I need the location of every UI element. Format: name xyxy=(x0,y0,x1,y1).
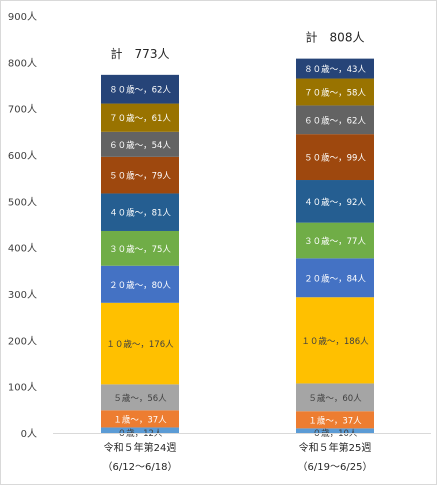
bar-segment xyxy=(296,180,374,223)
bar-segment xyxy=(296,105,374,135)
data-label: ８０歳～，62人 xyxy=(109,85,171,96)
bar-segment xyxy=(101,265,179,303)
y-tick-label: 0人 xyxy=(21,428,37,440)
data-label: １０歳～，186人 xyxy=(301,336,369,347)
data-label: ３０歳～，77人 xyxy=(304,236,366,247)
total-label: 計 808人 xyxy=(306,30,365,45)
data-label: ２０歳～，80人 xyxy=(109,280,171,291)
y-tick-label: 300人 xyxy=(8,289,37,301)
data-label: ６０歳～，54人 xyxy=(109,140,171,151)
data-label: ５歳～，56人 xyxy=(113,393,167,404)
data-label: ５０歳～，79人 xyxy=(109,171,171,182)
y-tick-label: 500人 xyxy=(8,196,37,208)
bar-segment xyxy=(296,134,374,181)
bar-segment xyxy=(101,74,179,104)
y-tick-label: 200人 xyxy=(8,335,37,347)
bar-segment xyxy=(101,193,179,231)
data-label: ４０歳～，81人 xyxy=(109,208,171,219)
bar-segment xyxy=(101,103,179,132)
bar-segment xyxy=(296,258,374,298)
bars: ０歳，12人１歳～，37人５歳～，56人１０歳～，176人２０歳～，80人３０歳… xyxy=(101,30,374,439)
bar-segment xyxy=(101,131,179,157)
y-tick-label: 600人 xyxy=(8,150,37,162)
x-category-label: 令和５年第25週 xyxy=(299,441,372,454)
bar-segment xyxy=(296,58,374,79)
y-tick-label: 800人 xyxy=(8,57,37,69)
data-label: ５歳～，60人 xyxy=(308,393,362,404)
data-label: １歳～，37人 xyxy=(113,414,167,425)
bar-segment xyxy=(101,156,179,194)
data-label: ３０歳～，75人 xyxy=(109,244,171,255)
data-label: ５０歳～，99人 xyxy=(304,153,366,164)
data-label: ６０歳～，62人 xyxy=(304,115,366,126)
y-tick-label: 700人 xyxy=(8,104,37,116)
bar-segment xyxy=(296,297,374,384)
bar-segment xyxy=(101,230,179,266)
y-axis: 0人 100人 200人 300人 400人 500人 600人 700人 800人 900人 xyxy=(8,11,37,440)
data-label: ７０歳～，61人 xyxy=(109,113,171,124)
x-axis: 令和５年第24週 （6/12～6/18） 令和５年第25週 （6/19～6/25） xyxy=(53,433,431,473)
x-category-sublabel: （6/19～6/25） xyxy=(298,461,373,473)
bar-segment xyxy=(296,383,374,412)
bar-segment xyxy=(101,427,179,433)
y-tick-label: 900人 xyxy=(8,11,37,23)
x-category-label: 令和５年第24週 xyxy=(104,441,177,454)
x-category-sublabel: （6/12～6/18） xyxy=(103,461,178,473)
bar-segment xyxy=(296,222,374,259)
total-label: 計 773人 xyxy=(111,46,170,61)
data-label: ７０歳～，58人 xyxy=(304,87,366,98)
y-tick-label: 100人 xyxy=(8,382,37,394)
data-label: ４０歳～，92人 xyxy=(304,197,366,208)
data-label: ８０歳～，43人 xyxy=(304,64,366,75)
bar-segment xyxy=(101,384,179,411)
bar-segment xyxy=(296,78,374,106)
data-label: ２０歳～，84人 xyxy=(304,273,366,284)
data-label: １歳～，37人 xyxy=(308,415,362,426)
data-label: １０歳～，176人 xyxy=(106,339,174,350)
bar-segment xyxy=(101,410,179,428)
bar-segment xyxy=(101,302,179,385)
bar-segment xyxy=(296,428,374,433)
bar-segment xyxy=(296,411,374,429)
y-tick-label: 400人 xyxy=(8,243,37,255)
